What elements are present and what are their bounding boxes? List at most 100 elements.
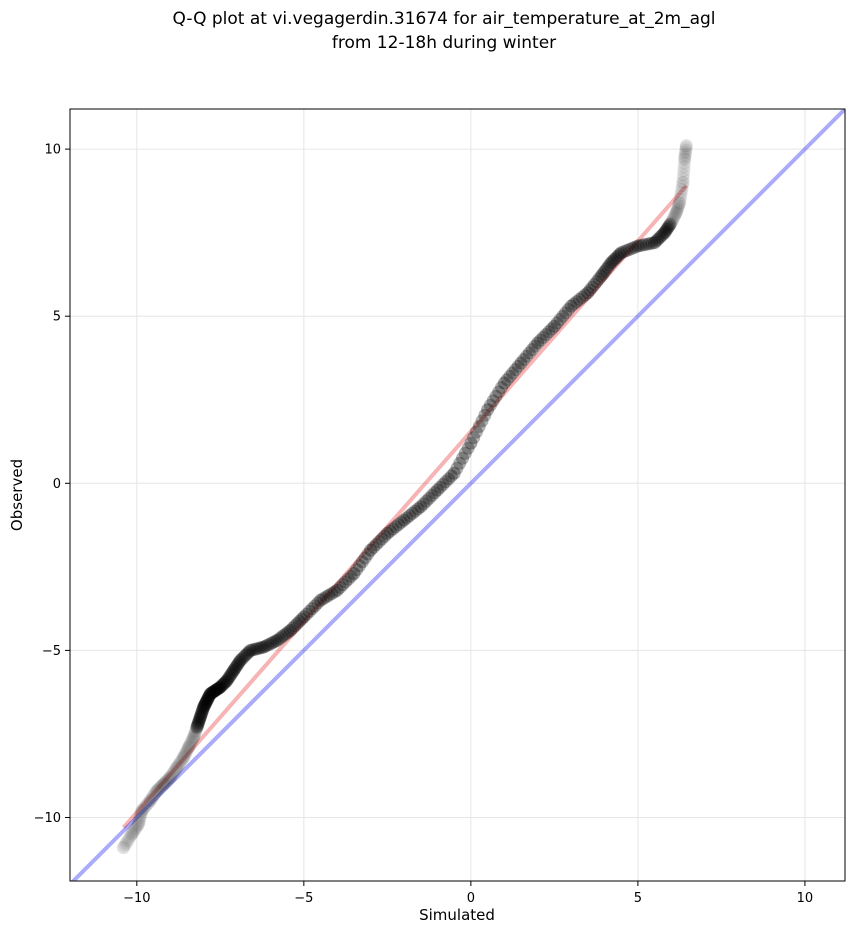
scatter-point-interp-20-1: [228, 662, 242, 676]
scatter-point-47: [631, 239, 645, 253]
scatter-point-interp-41-2: [553, 313, 567, 327]
scatter-point-interp-49-1: [659, 224, 673, 238]
scatter-point-42: [564, 299, 578, 313]
scatter-point-interp-31-5: [394, 515, 408, 529]
scatter-point-interp-31-4: [391, 518, 405, 532]
scatter-point-interp-23-1: [259, 639, 273, 653]
x-axis-ticks: −10 −5 0 5 10: [123, 881, 813, 906]
scatter-point-interp-46-1: [617, 245, 631, 259]
scatter-point-interp-4-5: [149, 785, 163, 799]
scatter-point-interp-34-5: [444, 469, 458, 483]
y-tick-label-2: 0: [53, 477, 61, 492]
scatter-point-interp-12-5: [193, 712, 207, 726]
scatter-point-interp-38-3: [506, 366, 520, 380]
scatter-point-interp-18-1: [214, 679, 228, 693]
scatter-point-interp-40-3: [539, 328, 553, 342]
scatter-point-interp-41-3: [556, 309, 570, 323]
x-tick-label-4: 10: [797, 891, 814, 906]
scatter-point-interp-25-2: [288, 619, 302, 633]
scatter-point-interp-54-1: [678, 150, 692, 164]
scatter-point-interp-24-2: [275, 630, 289, 644]
scatter-point-27: [314, 593, 328, 607]
scatter-point-46: [614, 246, 628, 260]
scatter-point-interp-42-3: [572, 292, 586, 306]
scatter-point-6: [157, 777, 171, 791]
scatter-point-0: [116, 841, 130, 855]
scatter-point-interp-24-5: [281, 625, 295, 639]
scatter-point-interp-19-1: [221, 672, 235, 686]
scatter-point-44: [594, 269, 608, 283]
scatter-point-interp-26-1: [300, 607, 314, 621]
scatter-point-interp-16-1: [204, 686, 218, 700]
scatter-point-29: [347, 567, 361, 581]
scatter-point-interp-13-2: [194, 707, 208, 721]
scatter-point-interp-18-2: [216, 678, 230, 692]
scatter-point-interp-11-3: [188, 725, 202, 739]
scatter-point-24: [270, 633, 284, 647]
scatter-point-interp-17-2: [210, 682, 224, 696]
scatter-point-interp-30-3: [372, 535, 386, 549]
scatter-point-interp-0-4: [122, 832, 136, 846]
scatter-point-interp-41-5: [561, 303, 575, 317]
scatter-point-interp-49-2: [660, 222, 674, 236]
reference-line-2: [70, 109, 845, 881]
scatter-point-interp-26-3: [305, 602, 319, 616]
scatter-point-interp-21-1: [235, 652, 249, 666]
scatter-point-7: [163, 770, 177, 784]
scatter-point-interp-53-5: [677, 156, 691, 170]
scatter-point-9: [177, 750, 191, 764]
scatter-point-36: [464, 436, 478, 450]
scatter-point-interp-27-5: [327, 585, 341, 599]
scatter-point-13: [193, 710, 207, 724]
scatter-point-interp-29-1: [350, 563, 364, 577]
scatter-point-interp-46-4: [625, 241, 639, 255]
scatter-point-interp-52-5: [675, 179, 689, 193]
scatter-point-50: [664, 216, 678, 230]
scatter-point-interp-30-5: [378, 529, 392, 543]
scatter-point-interp-44-2: [597, 265, 611, 279]
scatter-point-54: [678, 152, 692, 166]
scatter-point-interp-40-4: [542, 325, 556, 339]
y-tick-label-4: 10: [44, 143, 61, 158]
y-tick-label-3: 5: [53, 310, 61, 325]
scatter-point-interp-0-5: [123, 829, 137, 843]
scatter-point-interp-3-3: [139, 799, 153, 813]
scatter-point-interp-23-3: [263, 637, 277, 651]
scatter-point-interp-2-1: [132, 815, 146, 829]
scatter-point-interp-6-1: [158, 776, 172, 790]
scatter-point-55: [679, 139, 693, 153]
scatter-point-interp-22-4: [252, 641, 266, 655]
x-tick-label-0: −10: [123, 891, 150, 906]
scatter-point-interp-32-2: [403, 509, 417, 523]
scatter-point-interp-6-5: [162, 772, 176, 786]
scatter-point-interp-20-2: [229, 660, 243, 674]
scatter-point-interp-34-4: [442, 472, 456, 486]
scatter-point-interp-41-1: [550, 316, 564, 330]
scatter-point-interp-11-2: [188, 727, 202, 741]
scatter-point-interp-35-2: [453, 456, 467, 470]
scatter-point-interp-43-2: [585, 280, 599, 294]
scatter-point-interp-52-4: [675, 182, 689, 196]
scatter-point-interp-10-1: [182, 739, 196, 753]
scatter-point-interp-32-5: [411, 502, 425, 516]
scatter-point-interp-50-4: [668, 209, 682, 223]
chart-title-line-2: from 12-18h during winter: [332, 33, 556, 53]
scatter-point-interp-3-2: [138, 800, 152, 814]
scatter-point-interp-9-3: [179, 745, 193, 759]
scatter-point-interp-48-2: [651, 232, 665, 246]
scatter-point-interp-14-1: [197, 699, 211, 713]
scatter-point-interp-48-1: [649, 234, 663, 248]
scatter-point-interp-32-3: [405, 506, 419, 520]
scatter-point-interp-4-2: [145, 790, 159, 804]
scatter-point-interp-46-5: [628, 240, 642, 254]
scatter-point-interp-53-4: [677, 160, 691, 174]
scatter-point-interp-20-5: [232, 655, 246, 669]
scatter-point-3: [135, 804, 149, 818]
scatter-point-interp-44-1: [596, 267, 610, 281]
scatter-point-19: [220, 673, 234, 687]
scatter-point-interp-42-1: [567, 297, 581, 311]
scatter-point-45: [604, 256, 618, 270]
scatter-point-interp-42-5: [578, 288, 592, 302]
scatter-point-interp-13-5: [196, 702, 210, 716]
